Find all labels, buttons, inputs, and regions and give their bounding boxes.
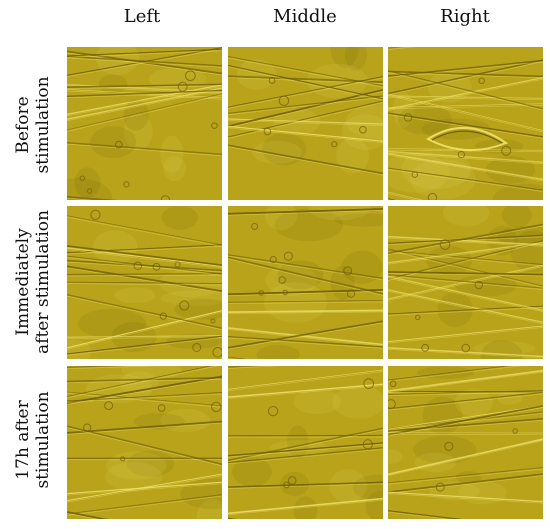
microscopy-image — [67, 206, 222, 359]
panel-immediate-middle — [228, 206, 383, 359]
row-label-before: Before stimulation — [13, 50, 53, 200]
microscopy-image — [67, 366, 222, 519]
row-label-before-line2: stimulation — [33, 76, 53, 174]
microscopy-image — [388, 206, 543, 359]
row-label-17h-line1: 17h after — [13, 400, 33, 480]
panel-17h-right — [388, 366, 543, 519]
panel-before-right — [388, 47, 543, 200]
row-label-immediately-line1: Immediately — [13, 228, 33, 336]
row-label-17h-line2: stimulation — [33, 391, 53, 489]
panel-17h-left — [67, 366, 222, 519]
row-label-before-line1: Before — [13, 96, 33, 154]
column-header-right: Right — [440, 6, 490, 27]
microscopy-image — [67, 47, 222, 200]
column-header-middle: Middle — [273, 6, 337, 27]
row-label-immediately-line2: after stimulation — [33, 210, 53, 354]
row-label-17h: 17h after stimulation — [13, 365, 53, 515]
panel-immediate-left — [67, 206, 222, 359]
panel-before-middle — [228, 47, 383, 200]
microscopy-image — [388, 47, 543, 200]
microscopy-image — [228, 206, 383, 359]
microscopy-image — [228, 47, 383, 200]
panel-immediate-right — [388, 206, 543, 359]
microscopy-image — [388, 366, 543, 519]
microscopy-image — [228, 366, 383, 519]
panel-before-left — [67, 47, 222, 200]
column-header-left: Left — [123, 6, 161, 27]
panel-17h-middle — [228, 366, 383, 519]
row-label-immediately: Immediately after stimulation — [13, 207, 53, 357]
